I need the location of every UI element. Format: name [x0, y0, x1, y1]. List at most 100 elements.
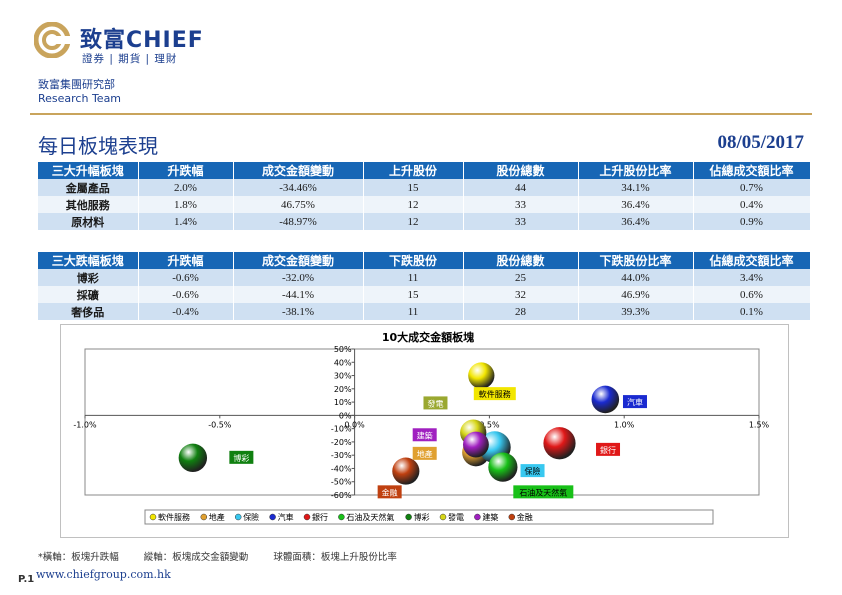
- table-cell: -0.4%: [138, 303, 234, 320]
- header-divider: [30, 113, 812, 115]
- x-tick-label: 0.5%: [479, 420, 500, 429]
- y-tick-label: 50%: [334, 345, 352, 354]
- table-cell: 33: [463, 213, 579, 230]
- losers-header-2: 成交金額變動: [233, 252, 364, 269]
- table-cell: 12: [363, 213, 464, 230]
- footnote-x-axis: *橫軸：板塊升跌幅: [38, 552, 119, 563]
- table-cell: 0.1%: [693, 303, 811, 320]
- data-label-bg: [412, 446, 437, 460]
- legend-marker: [200, 513, 208, 521]
- table-cell: 34.1%: [578, 179, 694, 196]
- table-cell: 39.3%: [578, 303, 694, 320]
- y-tick-label: 0%: [339, 411, 352, 420]
- table-cell: 12: [363, 196, 464, 213]
- bubble-chart: 10大成交金額板塊 50% 40% 30% 20% 10% 0% -10% -20% -30% -4…: [73, 330, 770, 525]
- table-row: 奢侈品 -0.4% -38.1% 11 28 39.3% 0.1%: [38, 303, 811, 320]
- data-label-bg: [513, 485, 574, 499]
- website-link[interactable]: www.chiefgroup.com.hk: [36, 568, 171, 581]
- legend-marker: [269, 513, 276, 521]
- x-tick-label: 0.0%: [344, 420, 365, 429]
- data-label-bg: [520, 464, 545, 478]
- table-cell: 1.8%: [138, 196, 234, 213]
- data-label: 銀行: [600, 445, 616, 455]
- data-label: 博彩: [233, 453, 249, 463]
- logo-subtitle: 證券 | 期貨 | 理財: [82, 53, 178, 65]
- table-row: 其他服務 1.8% 46.75% 12 33 36.4% 0.4%: [38, 196, 811, 213]
- page-number: P.1: [18, 574, 35, 585]
- x-tick-label: -1.0%: [73, 420, 97, 429]
- table-cell: 2.0%: [138, 179, 234, 196]
- data-label-bg: [596, 442, 621, 456]
- plot-area: [84, 348, 760, 496]
- gainers-header-4: 股份總數: [463, 162, 579, 179]
- table-cell: 32: [463, 286, 579, 303]
- gainers-header-6: 佔總成交額比率: [693, 162, 811, 179]
- gainers-header-2: 成交金額變動: [233, 162, 364, 179]
- legend-marker: [338, 513, 345, 521]
- table-cell: 0.6%: [693, 286, 811, 303]
- table-cell: -34.46%: [233, 179, 364, 196]
- table-cell: 36.4%: [578, 213, 694, 230]
- table-cell: -0.6%: [138, 269, 234, 286]
- y-tick-label: -50%: [331, 478, 352, 487]
- y-tick-label: 40%: [334, 358, 352, 367]
- sector-name: 博彩: [38, 269, 139, 286]
- bubble-point: [488, 452, 518, 482]
- data-label: 石油及天然氣: [519, 487, 567, 497]
- research-team: 致富集團研究部 Research Team: [38, 78, 121, 106]
- losers-header-4: 股份總數: [463, 252, 579, 269]
- table-row: 採礦 -0.6% -44.1% 15 32 46.9% 0.6%: [38, 286, 811, 303]
- sector-name: 其他服務: [38, 196, 139, 213]
- sector-name: 原材料: [38, 213, 139, 230]
- bubble-point: [543, 427, 576, 460]
- legend-marker: [234, 513, 242, 521]
- gainers-header-0: 三大升幅板塊: [38, 162, 139, 179]
- x-tick-label: 1.5%: [749, 420, 770, 429]
- bubble-point: [462, 431, 489, 458]
- page-title: 每日板塊表現: [38, 134, 158, 158]
- data-label: 汽車: [627, 397, 643, 407]
- sector-name: 金屬產品: [38, 179, 139, 196]
- sector-name: 奢侈品: [38, 303, 139, 320]
- legend-entry: 軟件服務: [158, 512, 190, 522]
- footnote-y-axis: 縱軸：板塊成交金額變動: [143, 552, 249, 563]
- table-cell: 1.4%: [138, 213, 234, 230]
- table-row: 原材料 1.4% -48.97% 12 33 36.4% 0.9%: [38, 213, 811, 230]
- data-label-bg: [423, 396, 448, 410]
- data-label: 建築: [417, 430, 433, 440]
- data-label: 地產: [417, 449, 433, 459]
- y-tick-label: -60%: [331, 491, 352, 500]
- legend-box: [144, 509, 714, 525]
- chief-logo: 致富CHIEF 證券 | 期貨 | 理財: [30, 20, 250, 68]
- table-cell: 44.0%: [578, 269, 694, 286]
- table-cell: 46.75%: [233, 196, 364, 213]
- data-label: 軟件服務: [479, 389, 511, 399]
- top-gainers-table: 三大升幅板塊 升跌幅 成交金額變動 上升股份 股份總數 上升股份比率 佔總成交額比率 金屬產…: [38, 162, 811, 230]
- legend-marker: [439, 513, 447, 521]
- y-tick-label: 30%: [334, 372, 352, 381]
- legend-entry: 地產: [209, 512, 225, 522]
- losers-header-6: 佔總成交額比率: [693, 252, 811, 269]
- table-cell: 11: [363, 303, 464, 320]
- table-cell: 0.4%: [693, 196, 811, 213]
- legend-entry: 保險: [243, 512, 259, 522]
- y-tick-label: 10%: [334, 398, 352, 407]
- legend-entry: 博彩: [414, 512, 430, 522]
- table-cell: 28: [463, 303, 579, 320]
- bubble-chart-panel: 10大成交金額板塊 50% 40% 30% 20% 10% 0% -10% -20% -30% -4…: [60, 324, 789, 538]
- table-cell: 15: [363, 179, 464, 196]
- legend-marker: [405, 513, 412, 521]
- bubble-point: [178, 443, 208, 473]
- logo-name: 致富CHIEF: [80, 28, 204, 53]
- table-cell: 25: [463, 269, 579, 286]
- gainers-header-3: 上升股份: [363, 162, 464, 179]
- losers-header-1: 升跌幅: [138, 252, 234, 269]
- data-label-bg: [412, 428, 437, 442]
- dept-cn: 致富集團研究部: [38, 78, 115, 91]
- losers-header-3: 下跌股份: [363, 252, 464, 269]
- table-row: 博彩 -0.6% -32.0% 11 25 44.0% 3.4%: [38, 269, 811, 286]
- legend-marker: [508, 513, 516, 521]
- table-cell: -48.97%: [233, 213, 364, 230]
- y-tick-label: -10%: [331, 425, 352, 434]
- gainers-header-1: 升跌幅: [138, 162, 234, 179]
